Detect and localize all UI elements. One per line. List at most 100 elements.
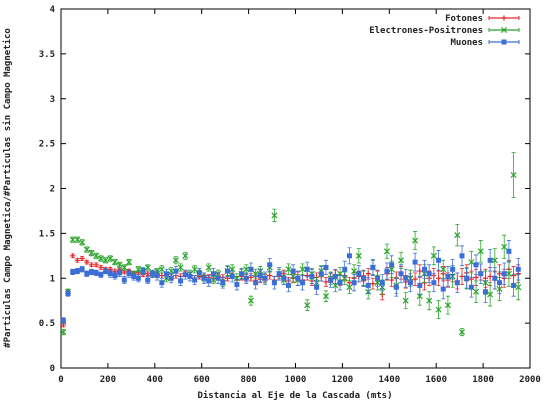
data-point: [355, 252, 362, 259]
data-point: [70, 269, 76, 275]
legend-errorbar-cap: [488, 16, 520, 20]
y-tick-label: 1.5: [39, 229, 55, 239]
data-point: [290, 268, 296, 274]
data-point: [445, 273, 451, 279]
data-point: [370, 281, 376, 287]
data-point: [417, 282, 423, 288]
data-point: [205, 264, 212, 271]
data-point: [215, 275, 221, 281]
data-point: [491, 257, 498, 264]
data-point: [107, 271, 113, 277]
data-point: [435, 275, 442, 281]
data-point: [84, 271, 90, 277]
data-point: [473, 262, 479, 268]
data-point: [440, 266, 447, 273]
data-point: [281, 275, 287, 281]
data-point: [107, 255, 114, 262]
legend-label: Electrones-Positrones: [369, 25, 483, 36]
data-point: [398, 271, 404, 277]
data-point: [248, 266, 254, 272]
data-point: [389, 277, 395, 283]
data-point: [112, 273, 118, 279]
data-point: [65, 291, 71, 297]
data-point: [177, 264, 184, 271]
data-point: [262, 275, 268, 281]
data-point: [477, 248, 484, 255]
data-point: [187, 273, 193, 279]
data-point: [426, 297, 433, 304]
data-point: [403, 275, 409, 281]
data-point: [233, 275, 240, 282]
data-point: [102, 257, 109, 264]
data-point: [412, 237, 419, 244]
data-point: [323, 264, 329, 270]
axis-ticks: 0 200 400 600 800 1000 1200 1400 1600 1800 2000 0 0.…: [39, 5, 541, 385]
legend-label: Muones: [450, 38, 483, 48]
data-point: [74, 257, 81, 263]
legend-marker: [500, 26, 508, 34]
data-point: [285, 282, 291, 288]
data-point: [515, 266, 521, 272]
legend-marker: [501, 39, 507, 45]
y-tick-label: 2.5: [39, 140, 55, 150]
data-point: [224, 268, 230, 274]
data-point: [510, 172, 517, 179]
data-point: [257, 273, 263, 279]
data-point: [252, 270, 259, 277]
data-point: [149, 271, 155, 277]
data-point: [93, 252, 100, 259]
data-point: [74, 268, 80, 274]
data-point: [243, 275, 249, 281]
data-point: [173, 268, 179, 274]
y-tick-label: 0: [50, 364, 55, 374]
x-tick-label: 1800: [472, 375, 494, 385]
y-tick-label: 3: [50, 95, 55, 105]
data-point: [478, 271, 484, 277]
data-point: [505, 270, 512, 277]
data-point: [210, 277, 217, 284]
data-point: [346, 253, 352, 259]
data-point: [93, 262, 99, 268]
data-point: [158, 266, 165, 273]
data-point: [426, 271, 432, 277]
data-point: [126, 271, 132, 277]
data-point: [196, 270, 202, 276]
data-point: [375, 275, 381, 281]
data-point: [501, 271, 507, 277]
series-electrones-positrones: [60, 152, 522, 337]
data-point: [346, 284, 353, 291]
data-point: [182, 272, 188, 278]
data-point: [440, 286, 446, 292]
data-point: [154, 273, 160, 279]
data-point: [351, 268, 358, 275]
data-point: [383, 248, 390, 255]
data-point: [93, 270, 99, 276]
data-point: [458, 329, 466, 336]
y-tick-label: 0.5: [39, 319, 55, 329]
x-tick-label: 1400: [378, 375, 400, 385]
data-point: [473, 274, 479, 280]
y-tick-label: 3.5: [39, 50, 55, 60]
data-point: [482, 289, 488, 295]
data-point: [88, 250, 95, 257]
data-point: [407, 280, 413, 286]
data-point: [389, 262, 395, 268]
data-point: [234, 282, 240, 288]
legend-errorbar-cap: [488, 40, 520, 44]
y-tick-label: 4: [50, 5, 56, 15]
data-point: [206, 278, 212, 284]
data-point: [168, 268, 175, 275]
data-point: [145, 277, 151, 283]
x-tick-label: 1000: [285, 375, 307, 385]
data-point: [337, 280, 343, 286]
y-tick-label: 2: [50, 185, 55, 195]
data-point: [247, 297, 254, 304]
data-point: [159, 272, 165, 279]
data-point: [468, 259, 475, 266]
data-point: [454, 232, 461, 239]
x-tick-label: 600: [194, 375, 210, 385]
data-point: [435, 306, 442, 313]
data-series: [60, 152, 522, 337]
data-point: [515, 284, 522, 291]
x-tick-label: 2000: [519, 375, 541, 385]
